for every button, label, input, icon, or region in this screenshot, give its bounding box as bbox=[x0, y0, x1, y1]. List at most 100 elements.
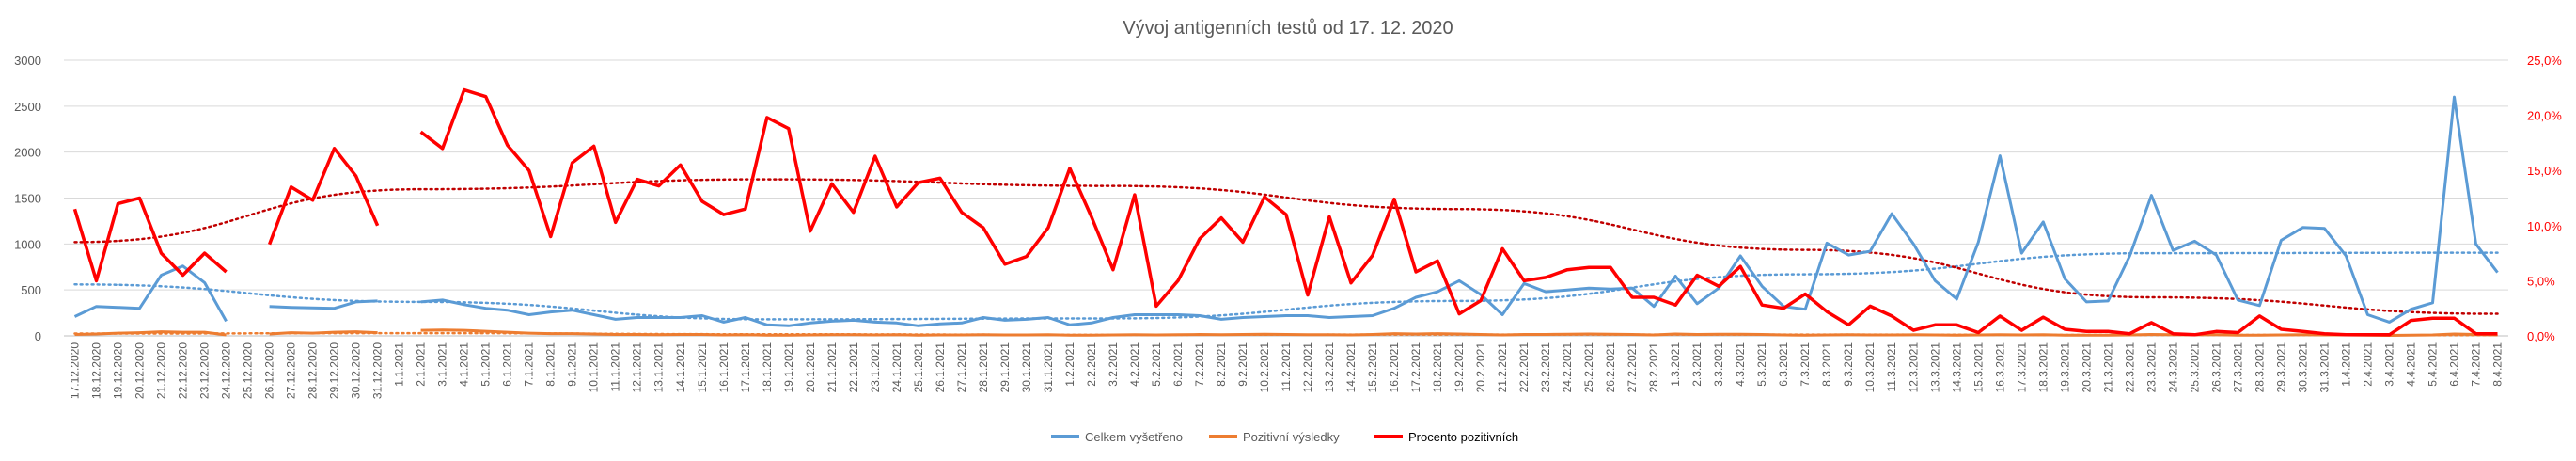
x-tick-label: 18.12.2020 bbox=[90, 342, 103, 399]
x-tick-label: 25.3.2021 bbox=[2188, 342, 2201, 393]
legend-label-percent: Procento pozitivních bbox=[1408, 430, 1518, 444]
x-tick-label: 3.2.2021 bbox=[1107, 342, 1120, 387]
y-left-tick-label: 2000 bbox=[14, 146, 41, 160]
x-tick-label: 8.4.2021 bbox=[2490, 342, 2504, 387]
legend-item-percent[interactable]: Procento pozitivních bbox=[1374, 430, 1518, 444]
x-tick-label: 25.2.2021 bbox=[1582, 342, 1595, 393]
x-tick-label: 1.1.2021 bbox=[393, 342, 406, 387]
x-tick-label: 12.2.2021 bbox=[1301, 342, 1314, 393]
y-left-tick-label: 1000 bbox=[14, 237, 41, 251]
x-tick-label: 27.2.2021 bbox=[1626, 342, 1639, 393]
x-tick-label: 25.1.2021 bbox=[912, 342, 925, 393]
x-tick-label: 4.4.2021 bbox=[2404, 342, 2417, 387]
x-tick-label: 21.1.2021 bbox=[825, 342, 839, 393]
x-tick-label: 15.1.2021 bbox=[696, 342, 709, 393]
x-tick-label: 24.1.2021 bbox=[890, 342, 903, 393]
x-tick-label: 28.1.2021 bbox=[977, 342, 990, 393]
x-tick-label: 11.3.2021 bbox=[1885, 342, 1898, 392]
legend: Celkem vyšetřeno Pozitivní výsledky Proc… bbox=[1051, 430, 1518, 444]
series-line bbox=[74, 328, 2498, 337]
x-tick-label: 24.3.2021 bbox=[2166, 342, 2179, 393]
y-right-tick-label: 10,0% bbox=[2527, 219, 2562, 233]
x-tick-label: 20.3.2021 bbox=[2080, 342, 2093, 393]
x-tick-label: 18.3.2021 bbox=[2036, 342, 2050, 393]
x-tick-label: 13.2.2021 bbox=[1323, 342, 1336, 393]
x-tick-label: 20.1.2021 bbox=[804, 342, 817, 393]
x-tick-label: 9.3.2021 bbox=[1842, 342, 1855, 387]
legend-label-positive: Pozitivní výsledky bbox=[1243, 430, 1340, 444]
x-tick-label: 19.2.2021 bbox=[1453, 342, 1466, 393]
x-tick-label: 29.3.2021 bbox=[2274, 342, 2287, 393]
x-tick-label: 17.12.2020 bbox=[69, 342, 82, 399]
x-tick-label: 26.3.2021 bbox=[2209, 342, 2223, 393]
x-tick-label: 16.3.2021 bbox=[1993, 342, 2006, 393]
x-tick-label: 5.4.2021 bbox=[2426, 342, 2439, 387]
x-tick-label: 27.12.2020 bbox=[285, 342, 298, 399]
x-tick-label: 14.3.2021 bbox=[1950, 342, 1963, 393]
x-tick-label: 28.12.2020 bbox=[306, 342, 320, 399]
x-tick-label: 17.1.2021 bbox=[739, 342, 752, 393]
x-tick-label: 3.4.2021 bbox=[2382, 342, 2395, 387]
x-tick-label: 17.2.2021 bbox=[1409, 342, 1422, 393]
x-tick-label: 3.1.2021 bbox=[436, 342, 449, 387]
y-right-tick-label: 25,0% bbox=[2527, 54, 2562, 68]
x-tick-label: 7.2.2021 bbox=[1193, 342, 1206, 387]
x-tick-label: 29.1.2021 bbox=[998, 342, 1012, 393]
x-tick-label: 12.1.2021 bbox=[631, 342, 644, 393]
x-tick-label: 8.2.2021 bbox=[1215, 342, 1228, 387]
x-tick-label: 12.3.2021 bbox=[1907, 342, 1920, 393]
x-tick-label: 26.1.2021 bbox=[934, 342, 947, 393]
trendline bbox=[73, 251, 2499, 321]
x-tick-label: 1.2.2021 bbox=[1063, 342, 1076, 387]
x-tick-label: 2.4.2021 bbox=[2361, 342, 2374, 387]
x-tick-label: 30.12.2020 bbox=[350, 342, 363, 399]
x-tick-label: 3.3.2021 bbox=[1712, 342, 1725, 387]
x-tick-label: 23.12.2020 bbox=[198, 342, 212, 399]
x-tick-label: 31.12.2020 bbox=[371, 342, 385, 399]
x-tick-label: 6.4.2021 bbox=[2447, 342, 2460, 387]
y-right-tick-label: 0,0% bbox=[2527, 329, 2555, 343]
x-tick-label: 31.3.2021 bbox=[2317, 342, 2331, 393]
chart-title: Vývoj antigenních testů od 17. 12. 2020 bbox=[1123, 18, 1453, 39]
x-tick-label: 23.1.2021 bbox=[869, 342, 882, 393]
x-tick-label: 23.2.2021 bbox=[1539, 342, 1552, 393]
x-tick-label: 7.4.2021 bbox=[2469, 342, 2482, 387]
x-tick-label: 9.2.2021 bbox=[1236, 342, 1249, 387]
y-right-tick-label: 20,0% bbox=[2527, 109, 2562, 123]
x-tick-label: 30.3.2021 bbox=[2296, 342, 2309, 393]
x-tick-label: 27.3.2021 bbox=[2231, 342, 2244, 393]
gridlines bbox=[64, 59, 2508, 337]
x-tick-label: 13.3.2021 bbox=[1928, 342, 1941, 393]
y-left-tick-label: 500 bbox=[21, 283, 41, 297]
x-tick-label: 19.3.2021 bbox=[2058, 342, 2071, 393]
x-tick-label: 19.1.2021 bbox=[782, 342, 795, 393]
x-tick-label: 7.1.2021 bbox=[523, 342, 536, 387]
legend-item-positive[interactable]: Pozitivní výsledky bbox=[1209, 430, 1340, 444]
x-tick-label: 21.3.2021 bbox=[2101, 342, 2114, 393]
x-tick-label: 1.4.2021 bbox=[2339, 342, 2352, 387]
x-tick-label: 28.3.2021 bbox=[2253, 342, 2266, 393]
x-tick-label: 24.12.2020 bbox=[220, 342, 233, 399]
legend-item-total[interactable]: Celkem vyšetřeno bbox=[1051, 430, 1183, 444]
y-left-tick-label: 1500 bbox=[14, 192, 41, 206]
y-right-tick-label: 5,0% bbox=[2527, 274, 2555, 288]
x-tick-label: 17.3.2021 bbox=[2015, 342, 2028, 393]
x-tick-label: 1.3.2021 bbox=[1669, 342, 1682, 387]
x-tick-label: 24.2.2021 bbox=[1561, 342, 1574, 393]
series-line bbox=[72, 87, 2498, 337]
x-tick-label: 6.2.2021 bbox=[1171, 342, 1185, 387]
x-tick-label: 15.3.2021 bbox=[1971, 342, 1985, 393]
y-left-tick-label: 0 bbox=[35, 329, 41, 343]
x-tick-label: 22.3.2021 bbox=[2123, 342, 2136, 393]
x-tick-label: 18.1.2021 bbox=[761, 342, 774, 393]
x-tick-label: 6.3.2021 bbox=[1777, 342, 1790, 387]
x-tick-label: 30.1.2021 bbox=[1020, 342, 1033, 393]
x-tick-label: 2.2.2021 bbox=[1085, 342, 1098, 387]
x-tick-label: 20.12.2020 bbox=[134, 342, 147, 399]
x-tick-label: 5.1.2021 bbox=[479, 342, 493, 387]
y-axis-right: 0,0% 5,0% 10,0% 15,0% 20,0% 25,0% bbox=[2527, 54, 2562, 343]
x-tick-label: 22.1.2021 bbox=[847, 342, 860, 393]
x-tick-label: 9.1.2021 bbox=[566, 342, 579, 387]
